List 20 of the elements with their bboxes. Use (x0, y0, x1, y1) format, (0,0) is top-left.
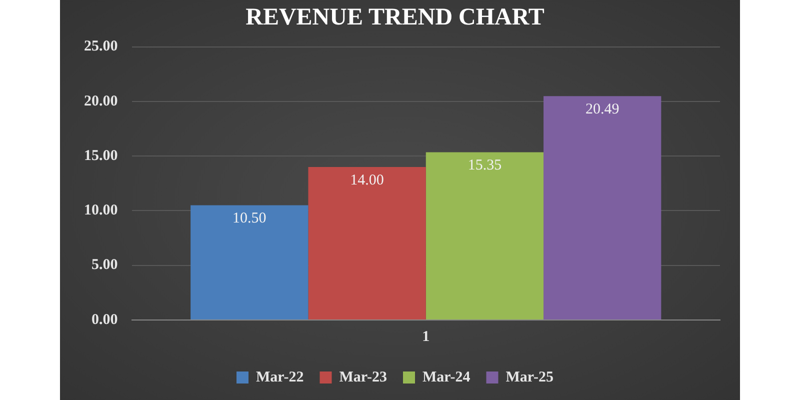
y-tick-label: 5.00 (92, 257, 118, 274)
bar (544, 96, 662, 320)
data-label: 20.49 (585, 102, 620, 118)
data-label: 10.50 (232, 210, 266, 227)
x-tick-label: 1 (422, 328, 430, 345)
y-tick-label: 20.00 (84, 93, 118, 110)
bar (426, 152, 544, 320)
y-tick-label: 10.00 (84, 202, 118, 219)
data-label: 15.35 (468, 158, 502, 174)
bar (308, 167, 426, 320)
y-tick-label: 0.00 (92, 312, 118, 328)
chart-title: REVENUE TREND CHART (246, 4, 544, 31)
legend-label: Mar-22 (256, 369, 304, 386)
legend-label: Mar-25 (506, 369, 554, 386)
bar (190, 205, 308, 320)
y-tick-label: 15.00 (84, 148, 118, 164)
data-label: 14.00 (350, 172, 384, 188)
legend-label: Mar-23 (339, 369, 388, 386)
y-tick-label: 25.00 (84, 38, 118, 55)
legend-label: Mar-24 (422, 369, 471, 386)
